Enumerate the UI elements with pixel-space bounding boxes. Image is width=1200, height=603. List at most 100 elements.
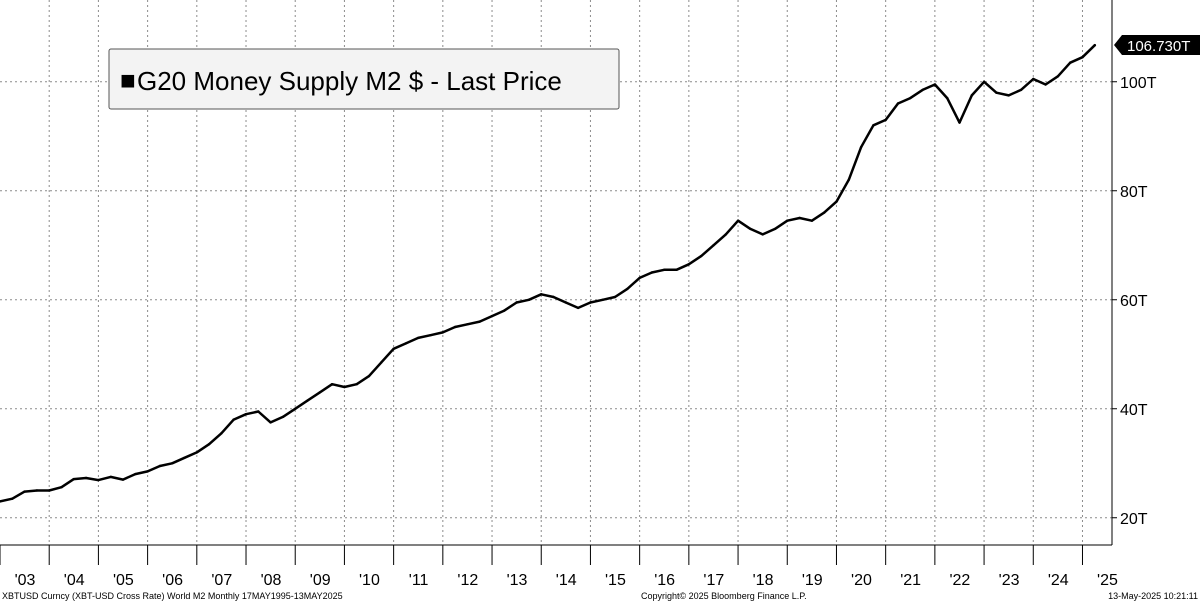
data-point [884,118,887,122]
x-tick-label: '25 [1097,572,1118,589]
y-tick-label: 100T [1120,75,1157,92]
data-point [958,121,961,124]
data-point [171,462,174,465]
legend-label: G20 Money Supply M2 $ - Last Price [137,66,562,96]
y-tick-label: 80T [1120,184,1148,201]
data-point [613,295,617,299]
data-point [736,219,740,222]
last-value-label: 106.730T [1127,38,1190,55]
data-point [564,301,567,304]
data-point [761,233,764,236]
data-point [675,268,678,271]
data-point [220,432,223,435]
data-point [97,478,100,482]
data-point [835,200,838,203]
x-tick-label: '10 [359,572,380,589]
footer-timestamp: 13-May-2025 10:21:11 [1108,591,1198,601]
data-point [946,96,949,100]
x-tick-label: '06 [162,572,183,589]
x-tick-label: '16 [654,572,675,589]
data-point [601,298,604,301]
data-point [121,478,125,481]
data-point [404,342,408,345]
data-point [909,96,912,100]
data-point [441,331,444,334]
data-point [1093,44,1097,47]
y-tick-label: 40T [1120,402,1148,419]
footer-copyright: Copyright© 2025 Bloomberg Finance L.P. [641,591,807,601]
data-point [749,227,752,231]
data-point [490,314,494,318]
data-point [330,383,334,386]
data-point [1069,61,1072,64]
data-point [773,227,777,231]
x-tick-label: '09 [310,572,331,589]
data-point [109,475,112,479]
data-point [798,216,801,220]
data-point [540,293,543,296]
data-point [232,418,235,421]
y-tick-label: 20T [1120,511,1148,528]
data-point [687,263,690,266]
data-point [1081,56,1084,59]
series-layer [0,43,1097,503]
data-point [650,271,654,274]
data-point [786,219,789,222]
x-tick-label: '03 [15,572,36,589]
data-point [872,124,875,127]
x-tick-label: '05 [113,572,134,589]
data-point [638,276,641,280]
data-point [183,456,186,459]
x-tick-label: '12 [457,572,478,589]
data-point [663,268,666,271]
data-point [1007,94,1010,97]
data-point [700,254,703,258]
x-tick-label: '07 [211,572,232,589]
last-value-flag-shape [1114,35,1200,55]
data-point [195,451,198,454]
x-tick-label: '19 [802,572,823,589]
x-axis: '03 '04 '05 '06 '07 '08 '09 '10 '11 '12 '13 '14 '15 '… [0,545,1118,589]
x-tick-label: '04 [64,572,85,589]
data-point [417,336,420,340]
data-point [244,413,248,416]
x-tick-label: '13 [507,572,528,589]
data-point [810,219,814,222]
data-point [60,486,63,489]
data-point [134,472,137,476]
data-point [207,443,211,446]
data-point [589,301,592,304]
data-point [552,295,555,299]
data-point [318,391,321,394]
data-point [503,309,506,312]
data-point [970,94,973,97]
x-tick-label: '22 [949,572,970,589]
series-line [0,43,1097,503]
data-point [11,497,14,500]
data-point [576,306,580,310]
data-point [982,80,986,84]
data-point [1019,88,1023,92]
x-tick-label: '14 [556,572,577,589]
data-point [269,421,272,424]
data-point [515,301,518,304]
data-point [72,477,76,481]
data-point [48,489,51,492]
data-point [281,415,285,419]
data-point [712,244,715,247]
data-point [859,146,863,149]
x-tick-label: '24 [1048,572,1069,589]
x-tick-label: '18 [753,572,774,589]
data-point [1044,83,1047,86]
data-point [478,320,481,323]
data-point [1056,75,1060,78]
data-point [995,91,998,94]
data-point [367,374,371,378]
data-point [626,287,629,291]
data-point [921,88,924,92]
legend-marker: ■ [120,65,136,95]
x-tick-label: '08 [261,572,282,589]
data-point [0,500,2,503]
data-point [158,464,162,468]
